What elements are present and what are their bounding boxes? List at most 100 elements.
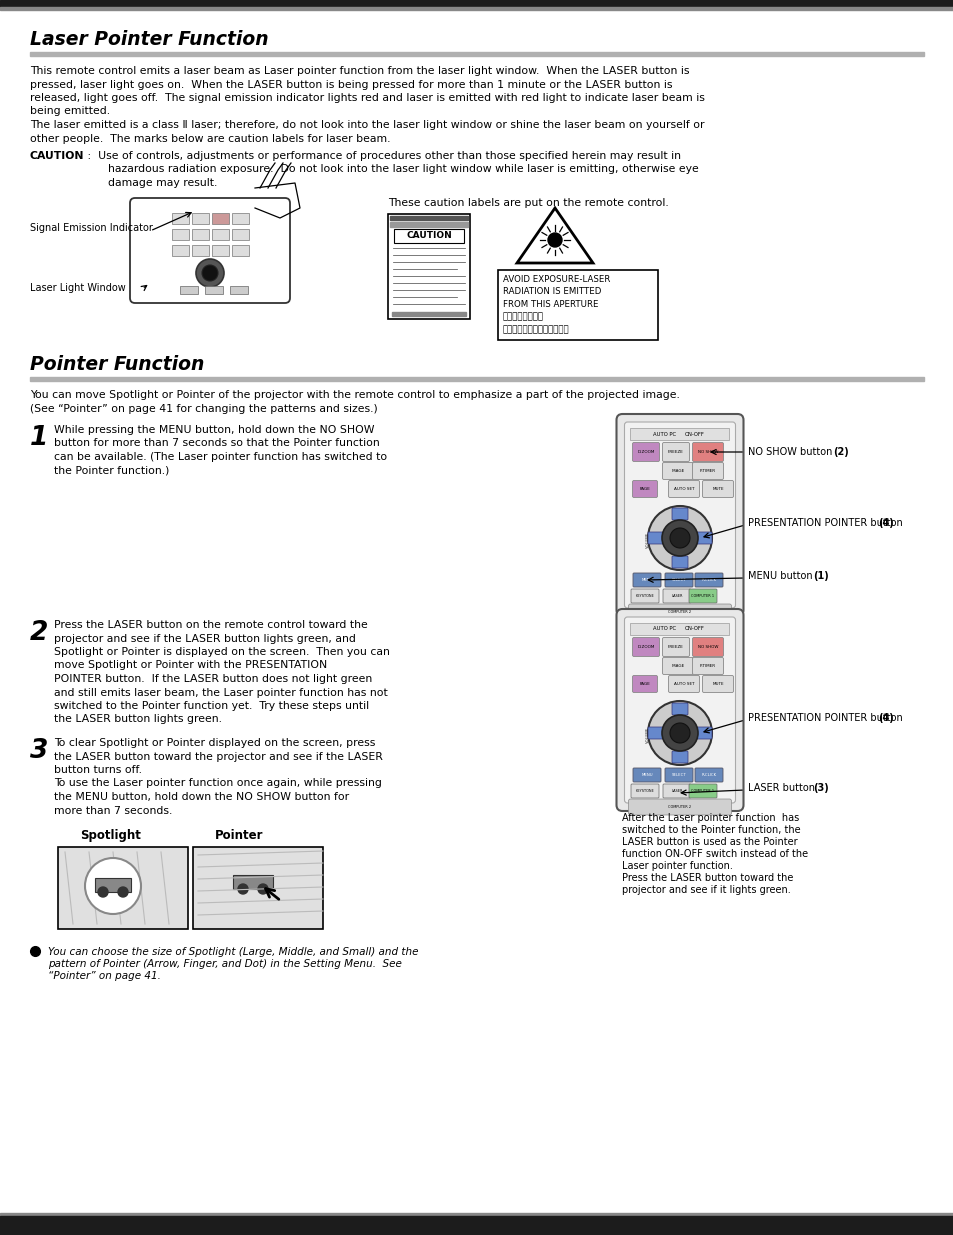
FancyBboxPatch shape — [671, 703, 687, 715]
Text: KEYSTONE: KEYSTONE — [635, 594, 654, 598]
Text: released, light goes off.  The signal emission indicator lights red and laser is: released, light goes off. The signal emi… — [30, 93, 704, 103]
Bar — [390, 222, 468, 227]
Text: After the Laser pointer function  has: After the Laser pointer function has — [622, 813, 799, 823]
FancyBboxPatch shape — [668, 676, 699, 693]
Bar — [390, 216, 468, 220]
Circle shape — [669, 722, 689, 743]
Text: being emitted.: being emitted. — [30, 106, 110, 116]
FancyBboxPatch shape — [662, 589, 690, 603]
Text: (1): (1) — [812, 571, 828, 580]
FancyBboxPatch shape — [701, 480, 733, 498]
Text: MUTE: MUTE — [712, 682, 723, 685]
Text: P-TIMER: P-TIMER — [700, 469, 716, 473]
Bar — [193, 847, 323, 929]
FancyBboxPatch shape — [688, 784, 717, 798]
Text: :  Use of controls, adjustments or performance of procedures other than those sp: : Use of controls, adjustments or perfor… — [84, 151, 680, 161]
FancyBboxPatch shape — [630, 589, 659, 603]
Text: 13: 13 — [876, 1210, 919, 1235]
Bar — [180, 287, 198, 294]
Text: button for more than 7 seconds so that the Pointer function: button for more than 7 seconds so that t… — [54, 438, 379, 448]
Bar — [212, 228, 229, 240]
Bar — [497, 270, 658, 340]
FancyBboxPatch shape — [632, 480, 657, 498]
Bar — [30, 52, 923, 56]
FancyBboxPatch shape — [661, 462, 693, 479]
Text: SELECT: SELECT — [671, 578, 685, 582]
Text: the Pointer function.): the Pointer function.) — [54, 466, 170, 475]
Bar — [394, 228, 463, 243]
FancyBboxPatch shape — [630, 784, 659, 798]
Text: the MENU button, hold down the NO SHOW button for: the MENU button, hold down the NO SHOW b… — [54, 792, 349, 802]
Bar — [0, 0, 953, 7]
Text: ビームをのぞき込まないこと: ビームをのぞき込まないこと — [502, 325, 569, 333]
FancyBboxPatch shape — [692, 462, 722, 479]
Text: PRESENTATION POINTER button: PRESENTATION POINTER button — [747, 713, 905, 722]
Text: レーザー光の出口: レーザー光の出口 — [502, 312, 543, 321]
Text: and still emits laser beam, the Laser pointer function has not: and still emits laser beam, the Laser po… — [54, 688, 387, 698]
Text: projector and see if the LASER button lights green, and: projector and see if the LASER button li… — [54, 634, 355, 643]
Text: These caution labels are put on the remote control.: These caution labels are put on the remo… — [388, 198, 668, 207]
Bar — [630, 622, 729, 635]
Text: (4): (4) — [877, 517, 893, 529]
Circle shape — [118, 887, 128, 897]
Text: D-ZOOM: D-ZOOM — [637, 450, 654, 454]
Text: While pressing the MENU button, hold down the NO SHOW: While pressing the MENU button, hold dow… — [54, 425, 375, 435]
Text: NO SHOW: NO SHOW — [697, 450, 718, 454]
Text: (4): (4) — [877, 713, 893, 722]
Text: AUTO PC: AUTO PC — [653, 626, 676, 631]
FancyBboxPatch shape — [628, 604, 731, 620]
Text: Pointer: Pointer — [214, 829, 263, 842]
Text: MENU: MENU — [640, 578, 652, 582]
Text: PAGE: PAGE — [639, 487, 650, 492]
FancyBboxPatch shape — [624, 422, 735, 608]
Bar — [58, 847, 188, 929]
FancyBboxPatch shape — [647, 727, 663, 739]
Circle shape — [257, 884, 268, 894]
Text: R-CLICK: R-CLICK — [700, 578, 716, 582]
FancyBboxPatch shape — [632, 442, 659, 462]
Bar — [95, 878, 131, 892]
Circle shape — [647, 506, 711, 571]
Bar — [205, 287, 223, 294]
FancyBboxPatch shape — [633, 768, 660, 782]
Bar — [230, 287, 248, 294]
Text: VOLUME: VOLUME — [645, 532, 649, 548]
Text: Pointer Function: Pointer Function — [30, 354, 204, 374]
Text: 1: 1 — [30, 425, 49, 451]
FancyBboxPatch shape — [661, 637, 689, 657]
Text: Laser pointer function.: Laser pointer function. — [622, 861, 733, 871]
FancyBboxPatch shape — [692, 637, 722, 657]
Text: Press the LASER button toward the: Press the LASER button toward the — [622, 873, 793, 883]
Bar — [30, 377, 923, 382]
Text: FROM THIS APERTURE: FROM THIS APERTURE — [502, 300, 598, 309]
FancyBboxPatch shape — [664, 573, 692, 587]
Circle shape — [202, 266, 218, 282]
Text: KEYSTONE: KEYSTONE — [635, 789, 654, 793]
Text: POINTER button.  If the LASER button does not light green: POINTER button. If the LASER button does… — [54, 674, 372, 684]
Text: “Pointer” on page 41.: “Pointer” on page 41. — [48, 971, 161, 981]
Text: projector and see if it lights green.: projector and see if it lights green. — [622, 885, 790, 895]
FancyBboxPatch shape — [695, 768, 722, 782]
Circle shape — [661, 520, 698, 556]
Text: LASER: LASER — [671, 789, 682, 793]
Polygon shape — [517, 207, 593, 263]
Text: IMAGE: IMAGE — [671, 469, 684, 473]
Bar — [212, 245, 229, 256]
Circle shape — [647, 701, 711, 764]
Text: LASER button: LASER button — [747, 783, 818, 793]
Bar — [0, 1213, 953, 1216]
Bar — [212, 212, 229, 224]
Text: ON-OFF: ON-OFF — [684, 431, 704, 436]
Text: AVOID EXPOSURE-LASER: AVOID EXPOSURE-LASER — [502, 275, 610, 284]
FancyBboxPatch shape — [692, 442, 722, 462]
Bar — [192, 245, 209, 256]
Text: LASER button is used as the Pointer: LASER button is used as the Pointer — [622, 837, 798, 847]
Text: PAGE: PAGE — [639, 682, 650, 685]
FancyBboxPatch shape — [671, 508, 687, 520]
Text: ON-OFF: ON-OFF — [684, 626, 704, 631]
Text: You can move Spotlight or Pointer of the projector with the remote control to em: You can move Spotlight or Pointer of the… — [30, 390, 679, 400]
FancyBboxPatch shape — [616, 414, 742, 616]
Text: Spotlight or Pointer is displayed on the screen.  Then you can: Spotlight or Pointer is displayed on the… — [54, 647, 390, 657]
Circle shape — [669, 529, 689, 548]
Bar — [192, 228, 209, 240]
